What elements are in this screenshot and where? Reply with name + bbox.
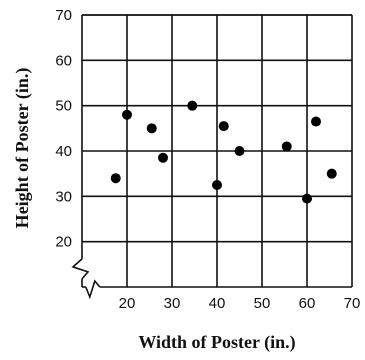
y-tick-label: 40 <box>55 143 72 160</box>
x-axis-break-icon <box>85 279 101 300</box>
y-tick-label: 20 <box>55 234 72 251</box>
data-point <box>110 173 121 184</box>
x-tick-label: 70 <box>344 295 361 312</box>
data-point <box>146 123 157 134</box>
y-axis-title: Height of Poster (in.) <box>12 68 33 229</box>
y-tick-label: 60 <box>55 52 72 69</box>
data-point <box>234 146 245 156</box>
data-points <box>110 100 337 204</box>
data-point <box>311 116 321 127</box>
data-point <box>187 100 198 111</box>
data-point <box>158 152 168 163</box>
y-tick-label: 50 <box>55 98 72 115</box>
data-point <box>281 141 292 152</box>
x-tick-label: 40 <box>209 295 226 312</box>
y-tick-label: 30 <box>55 188 72 205</box>
x-tick-label: 20 <box>119 295 136 312</box>
x-tick-label: 60 <box>299 295 316 312</box>
x-tick-labels: 20 30 40 50 60 70 <box>119 295 361 312</box>
x-tick-label: 30 <box>164 295 181 312</box>
data-point <box>122 109 132 120</box>
data-point <box>218 121 229 132</box>
y-tick-labels: 20 30 40 50 60 70 <box>55 7 72 251</box>
axis-break <box>71 258 101 300</box>
y-tick-label: 70 <box>55 7 72 24</box>
data-point <box>326 168 337 179</box>
y-axis-break-icon <box>71 258 90 280</box>
data-point <box>302 193 312 204</box>
grid <box>81 14 353 288</box>
data-point <box>212 180 222 190</box>
x-tick-label: 50 <box>254 295 271 312</box>
x-axis-title: Width of Poster (in.) <box>138 332 295 353</box>
